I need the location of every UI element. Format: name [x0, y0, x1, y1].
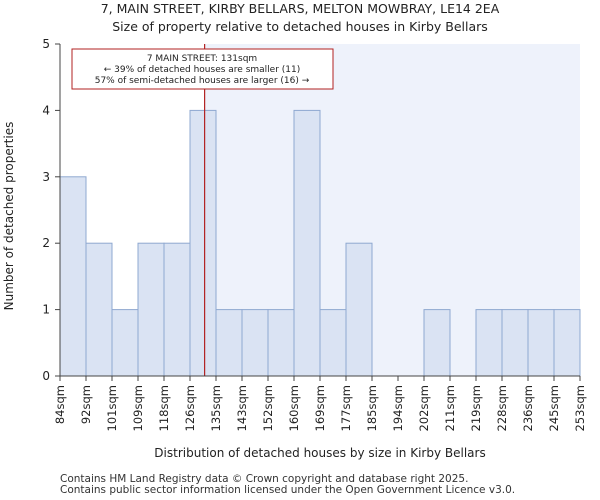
histogram-bar [267, 309, 295, 377]
x-axis-label: Distribution of detached houses by size … [154, 446, 485, 460]
histogram-bar [137, 242, 165, 377]
x-tick-label: 101sqm [105, 385, 119, 431]
x-tick-label: 135sqm [209, 385, 223, 431]
y-axis-label: Number of detached properties [2, 122, 16, 311]
chart-subtitle: Size of property relative to detached ho… [112, 19, 488, 34]
x-tick-label: 228sqm [495, 385, 509, 431]
x-tick-label: 253sqm [573, 385, 587, 431]
x-tick-label: 169sqm [313, 385, 327, 431]
histogram-bar [59, 176, 87, 377]
x-tick-label: 177sqm [339, 385, 353, 431]
y-tick-label: 4 [42, 103, 50, 117]
y-tick-label: 1 [42, 303, 50, 317]
histogram-bar [215, 309, 243, 377]
y-tick-label: 0 [42, 369, 50, 383]
x-tick-label: 185sqm [365, 385, 379, 431]
x-tick-label: 160sqm [287, 385, 301, 431]
histogram-bar [345, 242, 373, 377]
histogram-bar [527, 309, 555, 377]
x-tick-label: 143sqm [235, 385, 249, 431]
x-tick-label: 211sqm [443, 385, 457, 431]
footer-line-1: Contains HM Land Registry data © Crown c… [60, 473, 469, 485]
histogram-bar [241, 309, 269, 377]
footer-line-2: Contains public sector information licen… [60, 484, 516, 496]
y-tick-label: 5 [42, 37, 50, 51]
x-tick-label: 152sqm [261, 385, 275, 431]
x-tick-label: 84sqm [53, 385, 67, 424]
x-tick-label: 194sqm [391, 385, 405, 431]
histogram-bar [423, 309, 451, 377]
histogram-bar [111, 309, 139, 377]
histogram-bar [501, 309, 529, 377]
x-tick-label: 109sqm [131, 385, 145, 431]
x-tick-label: 92sqm [79, 385, 93, 424]
y-tick-label: 2 [42, 236, 50, 250]
histogram-bar [553, 309, 581, 377]
histogram-bar [189, 109, 217, 377]
histogram-bar [319, 309, 347, 377]
x-tick-label: 202sqm [417, 385, 431, 431]
x-tick-label: 219sqm [469, 385, 483, 431]
histogram-bar [293, 109, 321, 377]
x-tick-label: 236sqm [521, 385, 535, 431]
y-tick-label: 3 [42, 170, 50, 184]
histogram-chart: 0 1 2 3 4 5 84sqm 92sqm 101sqm 109sqm 118sqm 126sq… [2, 37, 587, 460]
histogram-bar [163, 242, 191, 377]
x-tick-label: 118sqm [157, 385, 171, 431]
annotation-line-3: 57% of semi-detached houses are larger (… [95, 76, 310, 86]
x-tick-label: 245sqm [547, 385, 561, 431]
annotation-box: 7 MAIN STREET: 131sqm ← 39% of detached … [71, 48, 334, 90]
x-tick-label: 126sqm [183, 385, 197, 431]
chart-title: 7, MAIN STREET, KIRBY BELLARS, MELTON MO… [100, 1, 500, 16]
annotation-line-2: ← 39% of detached houses are smaller (11… [104, 65, 301, 75]
annotation-line-1: 7 MAIN STREET: 131sqm [147, 54, 257, 64]
histogram-bar [85, 242, 113, 377]
histogram-bar [475, 309, 503, 377]
